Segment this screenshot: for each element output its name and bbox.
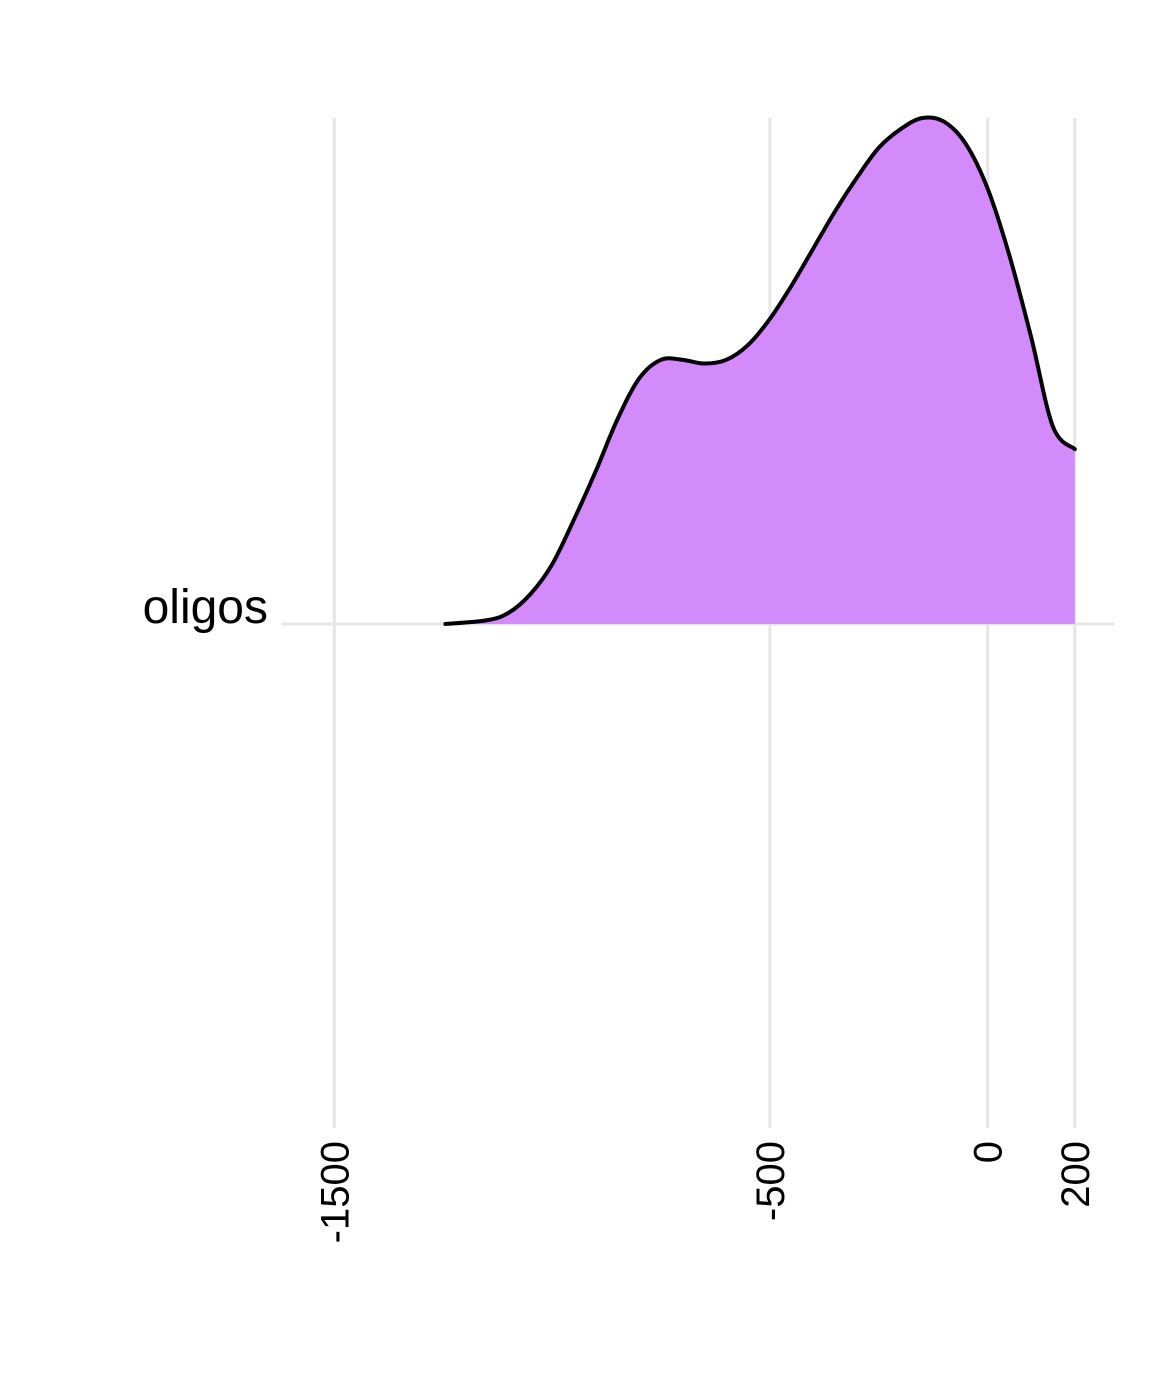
x-tick-label: 200 xyxy=(1054,1141,1098,1208)
x-tick-label: 0 xyxy=(967,1141,1011,1163)
x-tick-label: -1500 xyxy=(313,1141,357,1243)
density-line-oligos xyxy=(443,115,1077,626)
data-layer xyxy=(443,115,1077,626)
x-tick-label: -500 xyxy=(749,1141,793,1221)
density-area-oligos xyxy=(445,117,1075,625)
category-label-oligos: oligos xyxy=(143,581,268,634)
label-layer: oligos -1500 -500 0 200 xyxy=(143,581,1098,1243)
